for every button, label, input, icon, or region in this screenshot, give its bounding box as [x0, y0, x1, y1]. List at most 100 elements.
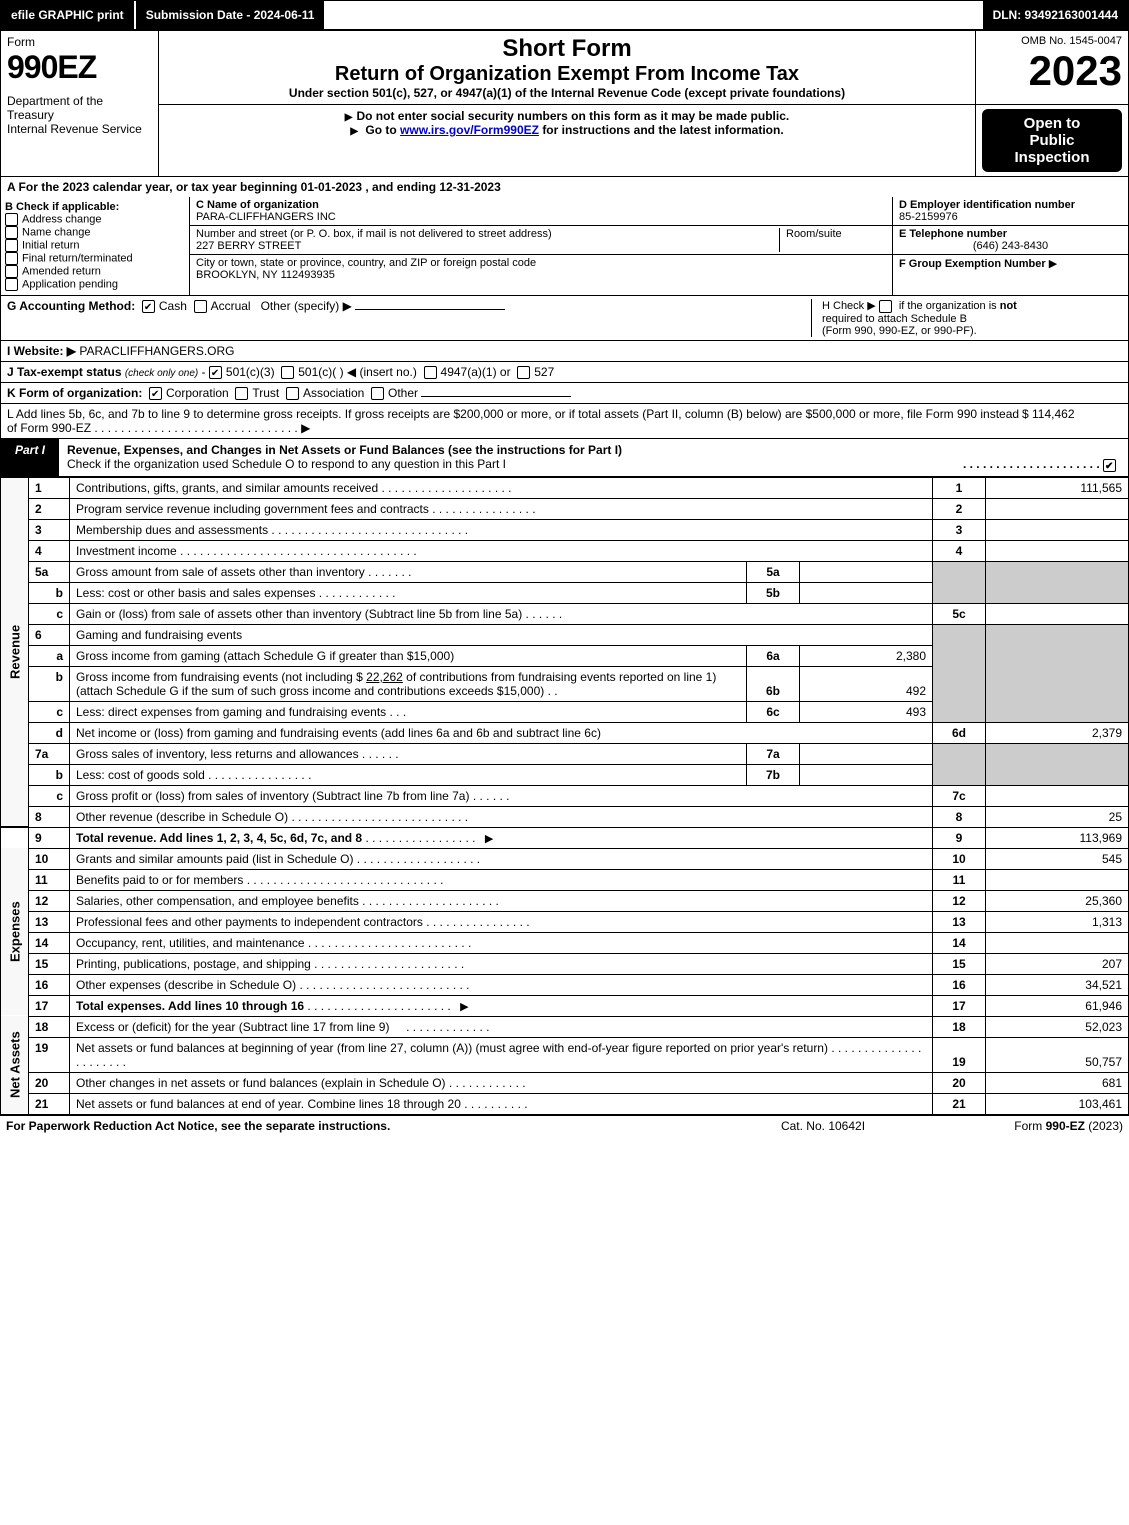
desc-14: Occupancy, rent, utilities, and maintena…: [76, 936, 305, 950]
lab-16: 16: [933, 974, 986, 995]
open-to-public-badge: Open to Public Inspection: [982, 109, 1122, 172]
val-7c: [986, 785, 1129, 806]
desc-13: Professional fees and other payments to …: [76, 915, 423, 929]
dln-label: DLN: 93492163001444: [981, 1, 1128, 29]
lab-2: 2: [933, 498, 986, 519]
subval-6a: 2,380: [800, 645, 933, 666]
sublab-7b: 7b: [747, 764, 800, 785]
netassets-tab: Net Assets: [1, 1016, 29, 1114]
lab-5c: 5c: [933, 603, 986, 624]
lab-14: 14: [933, 932, 986, 953]
lab-20: 20: [933, 1072, 986, 1093]
val-13: 1,313: [986, 911, 1129, 932]
lbl-4947: 4947(a)(1) or: [441, 365, 511, 379]
desc-12: Salaries, other compensation, and employ…: [76, 894, 359, 908]
ln-9: 9: [29, 827, 70, 848]
lab-12: 12: [933, 890, 986, 911]
lab-19: 19: [933, 1037, 986, 1072]
chk-association[interactable]: [286, 387, 299, 400]
h-post1: if the organization is: [899, 300, 1000, 312]
label-accounting: G Accounting Method:: [7, 299, 135, 313]
chk-trust[interactable]: [235, 387, 248, 400]
ln-17: 17: [29, 995, 70, 1016]
section-c: C Name of organization PARA-CLIFFHANGERS…: [190, 197, 893, 295]
label-website: I Website: ▶: [7, 344, 76, 358]
label-org-name: C Name of organization: [196, 199, 319, 211]
chk-501c3[interactable]: [209, 366, 222, 379]
val-4: [986, 540, 1129, 561]
val-12: 25,360: [986, 890, 1129, 911]
val-5c: [986, 603, 1129, 624]
section-g-h: G Accounting Method: Cash Accrual Other …: [0, 296, 1129, 438]
ln-11: 11: [29, 869, 70, 890]
lbl-501c3: 501(c)(3): [226, 365, 275, 379]
desc-6b-pre: Gross income from fundraising events (no…: [76, 670, 366, 684]
subval-5b: [800, 582, 933, 603]
ln-13: 13: [29, 911, 70, 932]
label-city: City or town, state or province, country…: [196, 257, 536, 269]
section-d-e-f: D Employer identification number 85-2159…: [893, 197, 1128, 295]
footer-form-num: 990-EZ: [1046, 1119, 1085, 1133]
revenue-tab: Revenue: [1, 477, 29, 827]
chk-501c[interactable]: [281, 366, 294, 379]
cat-no: Cat. No. 10642I: [723, 1119, 923, 1133]
ln-14: 14: [29, 932, 70, 953]
section-b: B Check if applicable: Address change Na…: [1, 197, 190, 295]
val-15: 207: [986, 953, 1129, 974]
chk-527[interactable]: [517, 366, 530, 379]
gross-receipts-amount: $ 114,462: [1022, 407, 1122, 435]
desc-19: Net assets or fund balances at beginning…: [76, 1041, 828, 1055]
info-grid: B Check if applicable: Address change Na…: [0, 197, 1129, 296]
lab-17: 17: [933, 995, 986, 1016]
chk-name-change[interactable]: [5, 226, 18, 239]
desc-1: Contributions, gifts, grants, and simila…: [76, 481, 378, 495]
street: 227 BERRY STREET: [196, 240, 301, 252]
chk-4947[interactable]: [424, 366, 437, 379]
section-a: A For the 2023 calendar year, or tax yea…: [0, 177, 1129, 197]
ln-5a: 5a: [29, 561, 70, 582]
label-group-exemption: F Group Exemption Number: [899, 258, 1046, 270]
chk-cash[interactable]: [142, 300, 155, 313]
lab-11: 11: [933, 869, 986, 890]
irs-label: Internal Revenue Service: [7, 122, 152, 136]
desc-6: Gaming and fundraising events: [70, 624, 933, 645]
dept-treasury: Department of the Treasury: [7, 94, 152, 122]
chk-address-change[interactable]: [5, 213, 18, 226]
chk-amended-return[interactable]: [5, 265, 18, 278]
chk-other-org[interactable]: [371, 387, 384, 400]
chk-corporation[interactable]: [149, 387, 162, 400]
lab-4: 4: [933, 540, 986, 561]
ln-19: 19: [29, 1037, 70, 1072]
lab-1: 1: [933, 477, 986, 498]
desc-6d: Net income or (loss) from gaming and fun…: [70, 722, 933, 743]
chk-initial-return[interactable]: [5, 239, 18, 252]
h-post2: required to attach Schedule B: [822, 313, 967, 325]
instr-goto-pre: Go to: [365, 123, 400, 137]
lab-18: 18: [933, 1016, 986, 1037]
chk-final-return[interactable]: [5, 252, 18, 265]
city: BROOKLYN, NY 112493935: [196, 269, 335, 281]
ln-6a: a: [29, 645, 70, 666]
efile-print-button[interactable]: efile GRAPHIC print: [1, 1, 136, 29]
desc-10: Grants and similar amounts paid (list in…: [76, 852, 353, 866]
desc-11: Benefits paid to or for members: [76, 873, 243, 887]
val-9: 113,969: [986, 827, 1129, 848]
val-3: [986, 519, 1129, 540]
subval-7b: [800, 764, 933, 785]
chk-schedule-b[interactable]: [879, 300, 892, 313]
desc-6a: Gross income from gaming (attach Schedul…: [70, 645, 747, 666]
desc-5c: Gain or (loss) from sale of assets other…: [76, 607, 522, 621]
val-1: 111,565: [986, 477, 1129, 498]
irs-link[interactable]: www.irs.gov/Form990EZ: [400, 123, 539, 137]
val-6d: 2,379: [986, 722, 1129, 743]
ln-20: 20: [29, 1072, 70, 1093]
ln-18: 18: [29, 1016, 70, 1037]
instr-goto-post: for instructions and the latest informat…: [542, 123, 783, 137]
chk-schedule-o[interactable]: [1103, 459, 1116, 472]
arrow-icon: ▶: [1049, 258, 1057, 270]
chk-accrual[interactable]: [194, 300, 207, 313]
lbl-amended-return: Amended return: [22, 265, 101, 277]
sublab-6c: 6c: [747, 701, 800, 722]
chk-application-pending[interactable]: [5, 278, 18, 291]
phone: (646) 243-8430: [899, 240, 1122, 252]
